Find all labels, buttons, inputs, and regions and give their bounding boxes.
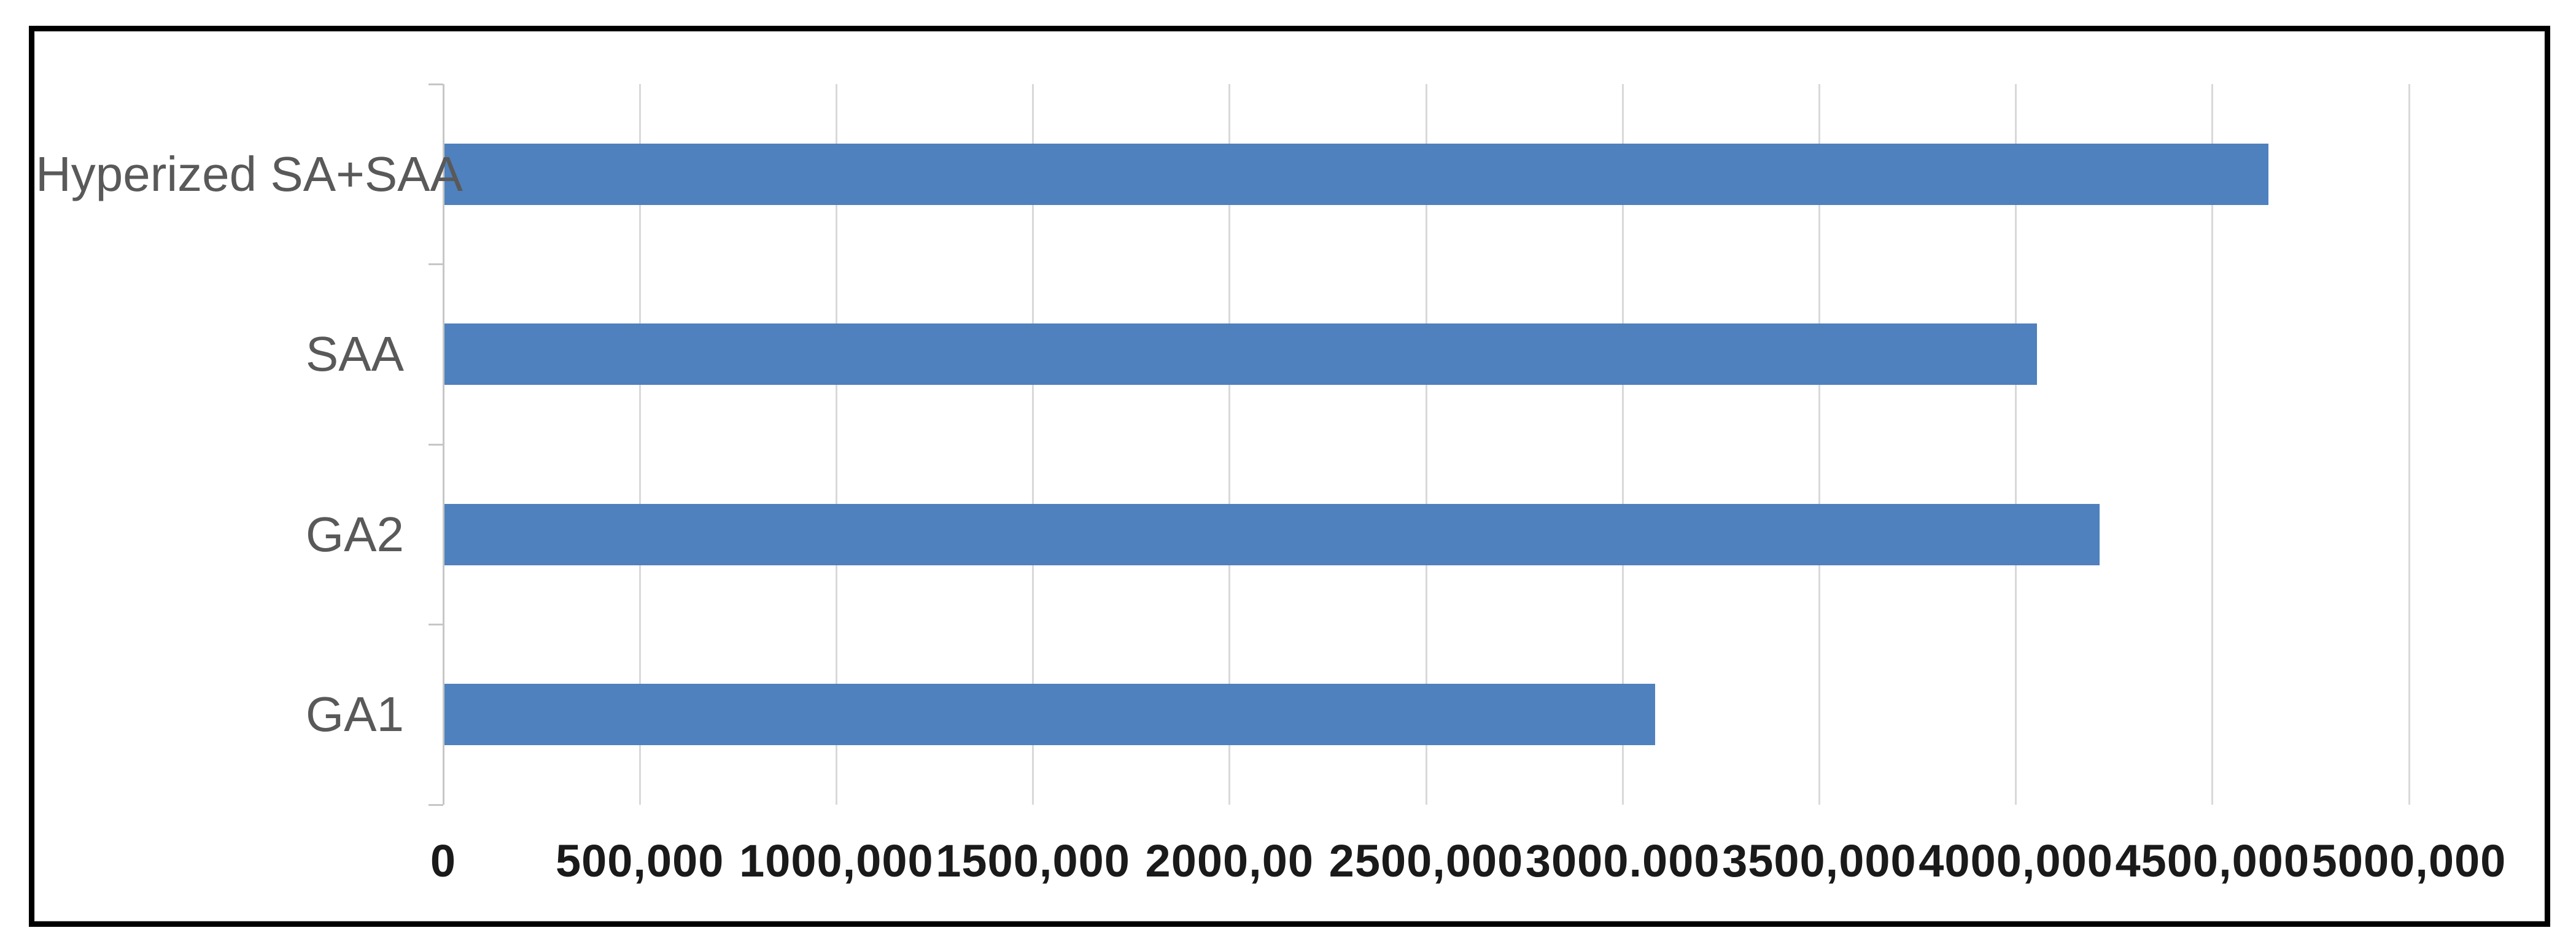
gridline — [1228, 84, 1231, 805]
gridline — [1818, 84, 1820, 805]
category-axis-tick — [429, 83, 443, 85]
category-label: Hyperized SA+SAA — [36, 146, 463, 201]
gridline — [2211, 84, 2214, 805]
x-axis-tick-label: 0 — [430, 835, 457, 886]
x-axis-tick-label: 2500,000 — [1329, 835, 1524, 886]
category-label: SAA — [305, 327, 404, 382]
x-axis-tick-label: 1500,000 — [936, 835, 1130, 886]
x-axis-tick-label: 500,000 — [555, 835, 724, 886]
gridline — [835, 84, 837, 805]
x-axis-tick-label: 3500,000 — [1722, 835, 1917, 886]
value-axis-zero-line — [442, 84, 444, 805]
x-axis-tick-label: 5000,000 — [2311, 835, 2507, 886]
x-axis-tick-label: 3000.000 — [1525, 835, 1720, 886]
category-axis-tick — [429, 624, 443, 625]
x-axis-tick-label: 4000,000 — [1918, 835, 2113, 886]
gridline — [1621, 84, 1624, 805]
bar-saa — [444, 323, 2037, 385]
gridline — [2015, 84, 2017, 805]
gridline — [1032, 84, 1034, 805]
gridline — [638, 84, 641, 805]
gridline — [2408, 84, 2410, 805]
gridline — [1425, 84, 1427, 805]
category-label: GA1 — [305, 687, 404, 742]
x-axis-tick-label: 1000,000 — [739, 835, 934, 886]
x-axis-tick-label: 2000,00 — [1145, 835, 1314, 886]
bar-hyperized-sa-saa — [444, 143, 2269, 205]
category-axis-tick — [429, 803, 443, 806]
x-axis-tick-label: 4500,000 — [2115, 835, 2310, 886]
bar-ga1 — [444, 684, 1656, 746]
category-axis-tick — [429, 263, 443, 265]
bar-ga2 — [444, 503, 2100, 565]
category-label: GA2 — [305, 506, 404, 562]
category-axis-tick — [429, 443, 443, 446]
